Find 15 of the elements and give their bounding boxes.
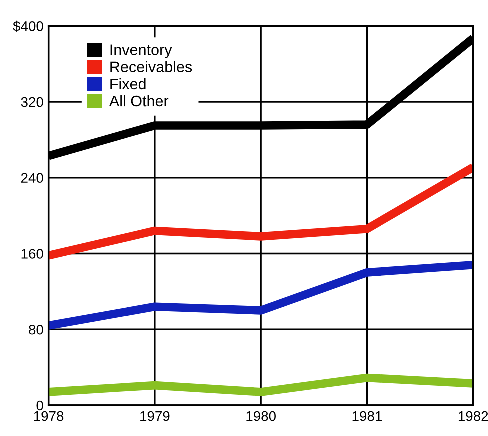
x-tick-label: 1982 bbox=[458, 411, 488, 422]
legend-label: All Other bbox=[109, 95, 169, 107]
y-tick-label: 160 bbox=[22, 249, 44, 259]
y-tick-label: 80 bbox=[29, 324, 44, 335]
y-tick-label: 0 bbox=[36, 400, 44, 411]
legend-label: Receivables bbox=[110, 61, 192, 73]
x-tick-label: 1979 bbox=[140, 411, 170, 422]
y-tick-label: 240 bbox=[21, 173, 44, 184]
y-tick-label: $400 bbox=[13, 20, 44, 32]
legend-label: Inventory bbox=[110, 44, 172, 58]
x-tick-label: 1980 bbox=[246, 411, 276, 422]
y-tick-label: 320 bbox=[21, 97, 44, 108]
legend-label: Fixed bbox=[110, 78, 146, 90]
x-tick-label: 1978 bbox=[34, 411, 64, 422]
x-tick-label: 1981 bbox=[352, 411, 382, 422]
